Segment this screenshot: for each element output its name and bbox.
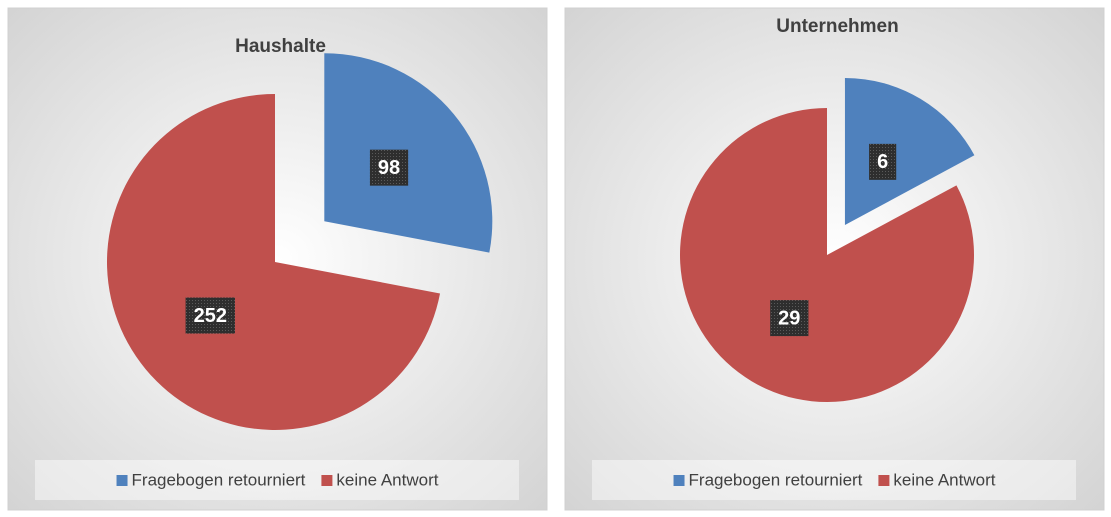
chart-title: Haushalte — [235, 36, 326, 57]
chart: Haushalte 98 252 Fragebogen retourniert kein… — [7, 7, 548, 511]
value-label: 98 — [378, 157, 400, 179]
value-label-box — [869, 143, 897, 180]
pie-slice — [107, 94, 441, 430]
legend-label: keine Antwort — [893, 470, 995, 489]
legend-label: Fragebogen retourniert — [132, 470, 306, 489]
legend-marker — [321, 475, 333, 486]
pie-slice — [844, 77, 975, 225]
value-label-box — [770, 300, 809, 337]
legend-marker — [878, 475, 890, 486]
legend-label: Fragebogen retourniert — [689, 470, 863, 489]
chart-title: Unternehmen — [776, 16, 898, 37]
legend: Fragebogen retourniert keine Antwort — [116, 470, 439, 489]
chart-background — [7, 7, 548, 511]
value-label: 6 — [877, 151, 888, 173]
legend-label: keine Antwort — [336, 470, 438, 489]
legend-box — [35, 460, 519, 500]
value-label-box — [369, 149, 409, 186]
value-label-box — [185, 297, 235, 334]
chart: Unternehmen 6 29 Fragebogen retourniert kein… — [564, 7, 1105, 511]
pie-slice — [680, 108, 974, 403]
value-label: 252 — [194, 305, 227, 327]
value-label: 29 — [778, 307, 800, 329]
legend-marker — [116, 475, 128, 486]
legend-box — [592, 460, 1076, 500]
legend-marker — [673, 475, 685, 486]
legend: Fragebogen retourniert keine Antwort — [673, 470, 996, 489]
pie-slice — [324, 53, 493, 253]
